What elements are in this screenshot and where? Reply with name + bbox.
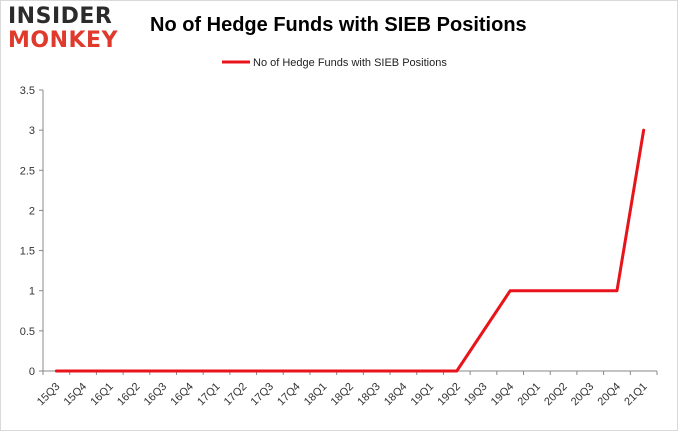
y-tick-label: 3.5 [20, 85, 35, 97]
chart-title: No of Hedge Funds with SIEB Positions [150, 14, 527, 36]
x-tick-label: 19Q4 [489, 381, 517, 409]
x-tick-label: 18Q4 [382, 381, 410, 409]
y-tick-label: 3 [29, 125, 35, 137]
x-tick-label: 17Q2 [222, 381, 250, 409]
logo-line-2: MONKEY [8, 28, 119, 53]
x-tick-label: 16Q3 [142, 381, 170, 409]
x-tick-label: 16Q4 [168, 381, 196, 409]
y-tick-label: 1 [29, 286, 35, 298]
y-tick-label: 0.5 [20, 326, 35, 338]
x-tick-label: 18Q1 [302, 381, 330, 409]
x-tick-label: 20Q4 [596, 381, 624, 409]
x-tick-label: 16Q1 [88, 381, 116, 409]
x-tick-label: 19Q1 [409, 381, 437, 409]
x-tick-label: 16Q2 [115, 381, 143, 409]
x-tick-label: 17Q3 [249, 381, 277, 409]
x-tick-label: 19Q2 [435, 381, 463, 409]
legend-label: No of Hedge Funds with SIEB Positions [253, 57, 447, 69]
series-line [54, 128, 646, 373]
x-tick-label: 18Q2 [329, 381, 357, 409]
y-tick-label: 0 [29, 366, 35, 378]
x-tick-label: 19Q3 [462, 381, 490, 409]
insider-monkey-logo: INSIDER MONKEY [8, 6, 128, 52]
x-tick-label: 20Q1 [515, 381, 543, 409]
x-tick-label: 18Q3 [355, 381, 383, 409]
y-tick-label: 2 [29, 205, 35, 217]
y-tick-label: 1.5 [20, 246, 35, 258]
x-tick-label: 15Q3 [35, 381, 63, 409]
x-tick-label: 17Q4 [275, 381, 303, 409]
logo-line-1: INSIDER [8, 4, 113, 29]
x-tick-label: 21Q1 [622, 381, 650, 409]
x-tick-label: 20Q3 [569, 381, 597, 409]
y-tick-label: 2.5 [20, 165, 35, 177]
x-tick-label: 20Q2 [542, 381, 570, 409]
x-tick-label: 17Q1 [195, 381, 223, 409]
x-tick-label: 15Q4 [62, 381, 90, 409]
